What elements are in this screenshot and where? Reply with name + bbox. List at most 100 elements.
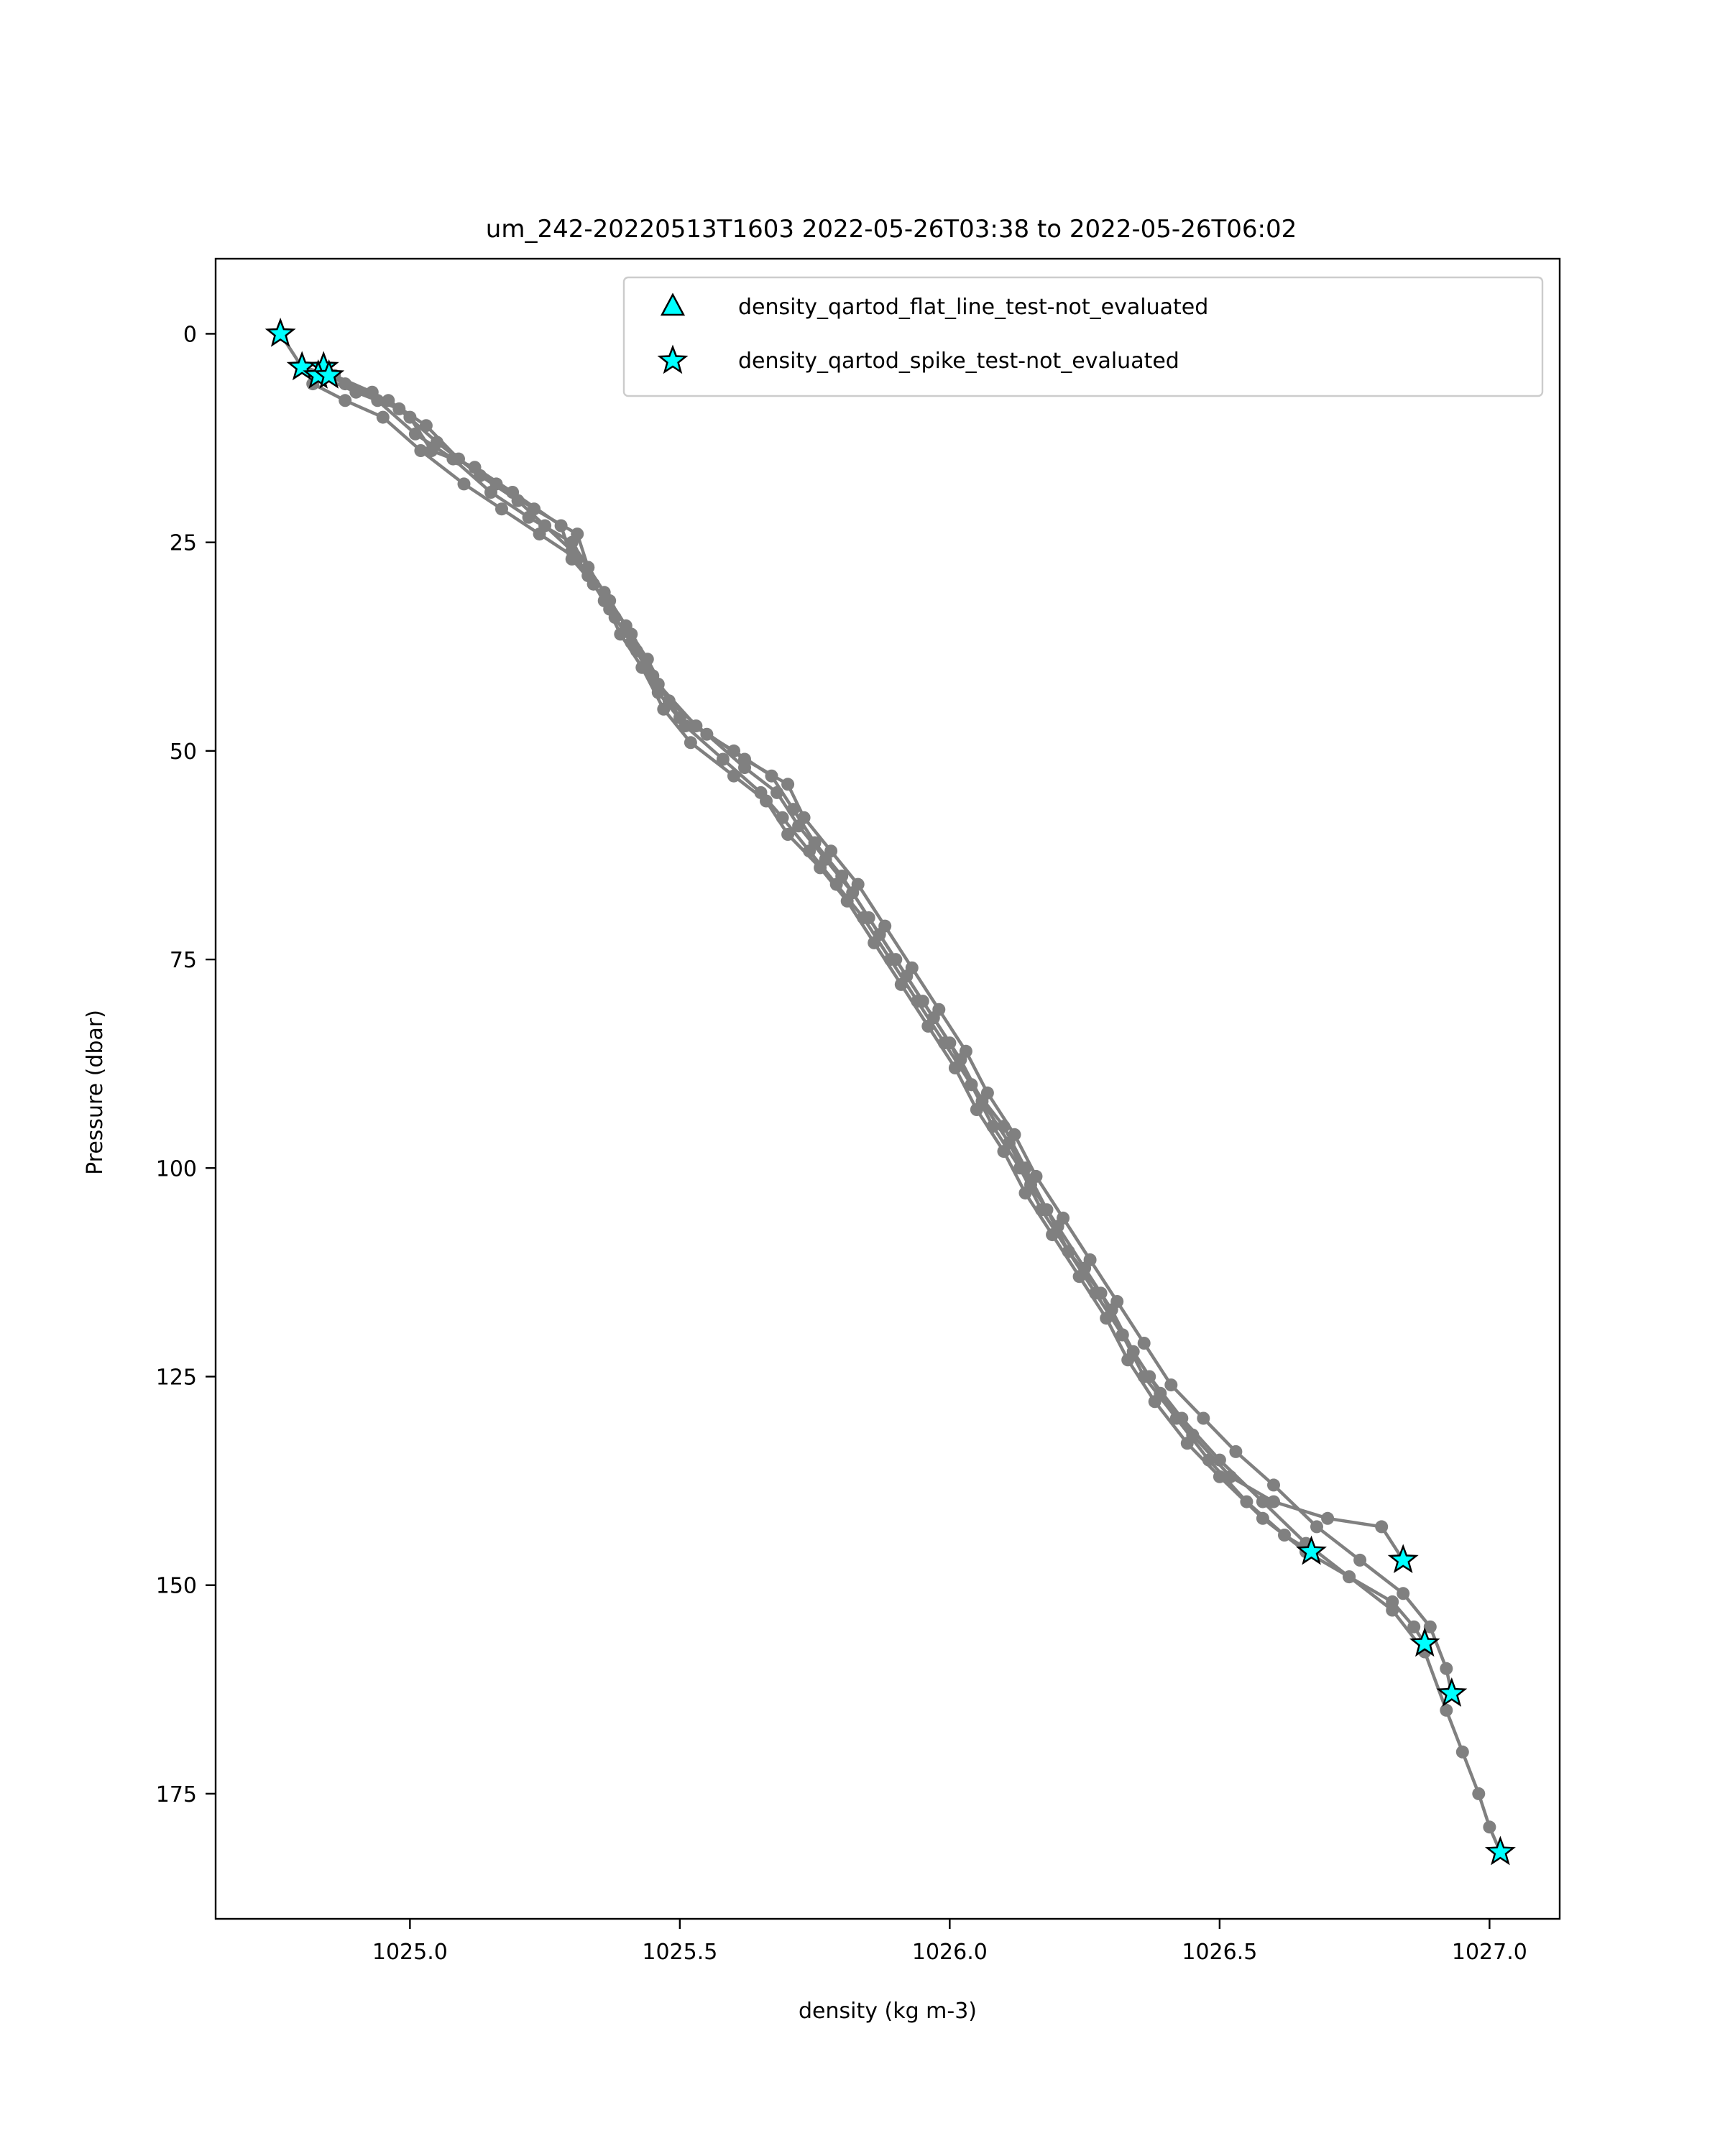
- profile-point: [339, 394, 352, 407]
- profile-point: [651, 686, 665, 699]
- profile-point: [738, 752, 751, 766]
- profile-point: [1455, 1745, 1469, 1759]
- profile-point: [857, 911, 870, 924]
- profile-point: [630, 644, 643, 658]
- x-axis: 1025.0 1025.5 1026.0 1026.5 1027.0: [372, 1919, 1527, 1965]
- legend: density_qartod_flat_line_test-not_evalua…: [622, 276, 1544, 397]
- profile-point: [1018, 1187, 1032, 1200]
- profile-point: [1057, 1211, 1070, 1225]
- profile-point: [571, 552, 584, 566]
- profile-point: [565, 535, 579, 549]
- profile-point: [1440, 1662, 1453, 1675]
- profile-point: [932, 1003, 946, 1016]
- profile-point: [776, 811, 789, 824]
- profile-point: [511, 494, 525, 507]
- profile-point: [1062, 1245, 1075, 1258]
- profile-point: [689, 719, 703, 733]
- profile-line: [328, 374, 1453, 1695]
- profile-point: [754, 786, 768, 799]
- profile-point: [1229, 1445, 1243, 1458]
- profile-point: [1148, 1395, 1162, 1409]
- profile-point: [1386, 1603, 1399, 1617]
- profile-point: [1407, 1620, 1421, 1634]
- profile-point: [829, 877, 843, 891]
- chart-title: um_242-20220513T1603 2022-05-26T03:38 to…: [486, 215, 1297, 244]
- profile-point: [495, 502, 508, 516]
- profile-point: [586, 577, 600, 591]
- spike-flag-star-marker: [1409, 1627, 1440, 1657]
- spike-flag-star-marker: [1387, 1544, 1419, 1574]
- profile-series-3: [311, 369, 1432, 1650]
- profile-point: [878, 919, 892, 933]
- profile-line: [322, 366, 1405, 1562]
- profile-point: [1089, 1286, 1103, 1300]
- profile-series-2: [317, 360, 1410, 1567]
- profile-series-4: [322, 369, 1458, 1700]
- x-tick-label: 1025.5: [642, 1940, 717, 1965]
- spike-flag-star-marker: [1484, 1835, 1516, 1866]
- profile-point: [1440, 1703, 1453, 1717]
- profile-point: [1116, 1328, 1129, 1342]
- y-tick-label: 0: [183, 322, 197, 347]
- y-axis-label: Pressure (dbar): [83, 1010, 108, 1175]
- y-tick-label: 100: [156, 1156, 197, 1181]
- profile-point: [392, 402, 406, 415]
- profile-point: [446, 452, 460, 466]
- profile-point: [1110, 1295, 1124, 1308]
- profile-point: [883, 953, 897, 967]
- spike-flag-star-marker: [1296, 1535, 1328, 1565]
- profile-point: [608, 611, 622, 625]
- profile-point: [522, 510, 535, 524]
- profile-point: [533, 528, 546, 541]
- profile-point: [905, 961, 919, 975]
- spike-flag-star-marker: [264, 317, 296, 347]
- profile-point: [1310, 1520, 1323, 1534]
- profile-point: [1267, 1495, 1280, 1508]
- profile-point: [781, 828, 795, 841]
- profile-point: [1397, 1587, 1410, 1600]
- x-axis-label: density (kg m-3): [799, 1999, 977, 2024]
- profile-point: [1256, 1511, 1269, 1525]
- profile-point: [1164, 1378, 1178, 1392]
- flagged-points: [264, 317, 1516, 1866]
- profile-series-1: [274, 327, 1318, 1559]
- profile-point: [1483, 1820, 1496, 1834]
- profile-point: [1197, 1411, 1210, 1425]
- profile-point: [678, 719, 692, 733]
- profile-point: [408, 427, 422, 441]
- legend-triangle-marker: [660, 292, 686, 316]
- y-tick-label: 175: [156, 1782, 197, 1807]
- profile-point: [1029, 1169, 1043, 1183]
- legend-star-marker: [657, 344, 689, 374]
- profile-point: [1180, 1437, 1194, 1450]
- profile-point: [1213, 1453, 1226, 1467]
- profile-line: [317, 374, 1427, 1645]
- profile-point: [937, 1036, 951, 1050]
- profile-point: [970, 1103, 983, 1116]
- profile-point: [657, 702, 671, 716]
- y-tick-label: 50: [170, 740, 197, 765]
- profile-point: [1423, 1620, 1437, 1634]
- profile-point: [1083, 1253, 1097, 1266]
- spike-flag-star-marker: [1436, 1677, 1468, 1707]
- legend-entry-flat-line: density_qartod_flat_line_test-not_evalua…: [738, 295, 1208, 320]
- profile-point: [1321, 1511, 1335, 1525]
- profile-point: [1472, 1787, 1486, 1800]
- profile-point: [770, 786, 783, 799]
- y-tick-label: 125: [156, 1365, 197, 1390]
- profile-point: [1343, 1570, 1356, 1584]
- profile-point: [716, 752, 730, 766]
- profile-point: [1008, 1128, 1021, 1141]
- profile-point: [980, 1086, 994, 1100]
- profile-point: [457, 477, 471, 491]
- profile-point: [1121, 1353, 1135, 1367]
- spike-flag-star-marker: [313, 359, 345, 389]
- profile-point: [376, 410, 390, 424]
- profile-line: [312, 382, 1502, 1853]
- profile-line: [279, 333, 1312, 1554]
- x-tick-label: 1025.0: [372, 1940, 448, 1965]
- profile-point: [824, 844, 838, 858]
- profile-point: [414, 444, 428, 457]
- profile-point: [814, 861, 827, 875]
